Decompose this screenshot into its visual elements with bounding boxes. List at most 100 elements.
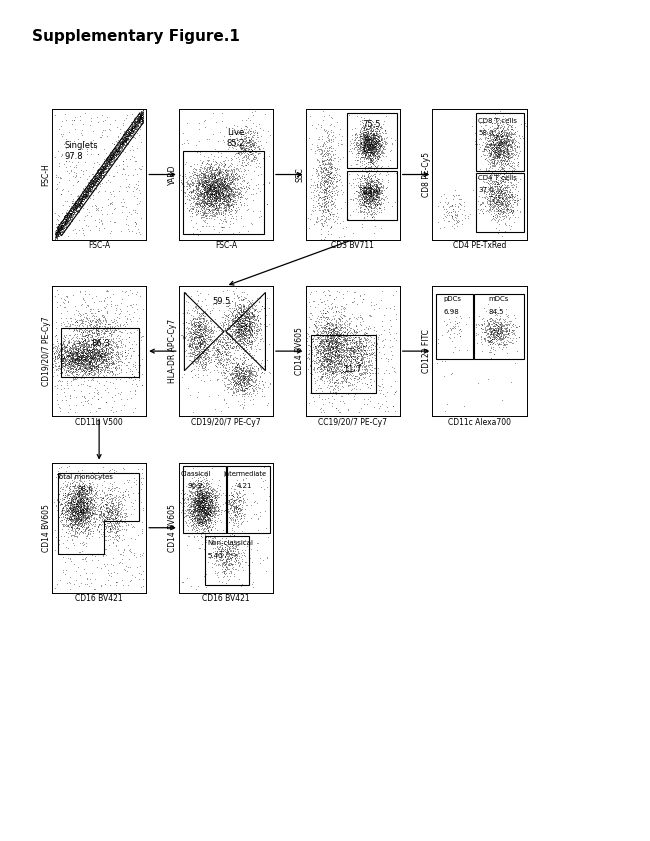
- Point: [360, 129, 370, 142]
- Point: [74, 508, 85, 521]
- Point: [92, 353, 102, 367]
- Point: [200, 182, 210, 195]
- Point: [82, 309, 92, 322]
- Point: [226, 552, 236, 565]
- Point: [101, 345, 111, 358]
- Point: [480, 118, 491, 131]
- Point: [83, 188, 93, 201]
- Point: [114, 145, 125, 159]
- Point: [200, 500, 211, 513]
- Point: [56, 342, 66, 356]
- Point: [368, 127, 378, 140]
- Point: [66, 341, 76, 355]
- Point: [373, 130, 384, 144]
- Point: [493, 326, 503, 340]
- Point: [324, 336, 334, 350]
- Point: [64, 503, 75, 516]
- Point: [231, 188, 242, 201]
- Point: [77, 192, 88, 205]
- Point: [57, 221, 67, 235]
- Point: [494, 135, 504, 149]
- Point: [207, 166, 218, 179]
- Point: [84, 503, 95, 516]
- Point: [365, 124, 376, 138]
- Point: [213, 180, 224, 193]
- Point: [340, 315, 350, 328]
- Point: [370, 148, 380, 161]
- Point: [223, 190, 233, 204]
- Point: [234, 317, 244, 331]
- Point: [68, 201, 78, 214]
- Point: [250, 135, 260, 149]
- Point: [201, 488, 211, 501]
- Point: [208, 500, 218, 514]
- Point: [108, 558, 118, 572]
- Point: [228, 318, 239, 331]
- Point: [364, 199, 374, 213]
- Point: [444, 205, 454, 219]
- Point: [211, 209, 221, 223]
- Point: [216, 172, 227, 185]
- Point: [325, 366, 335, 379]
- Point: [185, 502, 195, 516]
- Point: [348, 346, 358, 360]
- Point: [226, 153, 236, 167]
- Point: [493, 147, 503, 161]
- Point: [103, 342, 114, 356]
- Point: [110, 201, 120, 214]
- Point: [499, 119, 510, 132]
- Point: [201, 503, 211, 516]
- Point: [61, 503, 72, 516]
- Point: [239, 316, 249, 330]
- Point: [484, 128, 495, 141]
- Point: [346, 341, 357, 355]
- Point: [208, 182, 218, 196]
- Point: [199, 174, 209, 188]
- Point: [71, 203, 81, 216]
- Point: [501, 201, 512, 214]
- Point: [70, 478, 80, 491]
- Point: [360, 144, 370, 157]
- Point: [188, 333, 199, 346]
- Point: [358, 129, 368, 142]
- Point: [75, 189, 85, 203]
- Point: [483, 327, 493, 341]
- Point: [60, 352, 70, 366]
- Point: [219, 175, 229, 188]
- Point: [188, 331, 199, 344]
- Point: [106, 346, 116, 359]
- Point: [387, 399, 398, 413]
- Point: [210, 402, 220, 415]
- Point: [65, 352, 75, 365]
- Point: [84, 485, 94, 499]
- Point: [193, 500, 203, 513]
- Point: [196, 500, 207, 513]
- Point: [70, 356, 81, 369]
- Point: [112, 329, 122, 342]
- Point: [80, 501, 90, 515]
- Point: [245, 329, 255, 342]
- Point: [228, 514, 239, 527]
- Point: [204, 512, 214, 526]
- Point: [211, 188, 221, 202]
- Point: [99, 161, 110, 175]
- Point: [487, 141, 497, 155]
- Point: [352, 341, 363, 355]
- Point: [229, 315, 239, 329]
- Point: [247, 331, 257, 344]
- Point: [246, 316, 257, 330]
- Point: [203, 497, 214, 510]
- Point: [68, 502, 78, 516]
- Point: [94, 333, 105, 346]
- Point: [237, 159, 247, 172]
- Point: [91, 405, 101, 418]
- Point: [361, 124, 372, 137]
- Point: [307, 344, 318, 357]
- Point: [490, 207, 501, 220]
- Point: [188, 200, 199, 214]
- Point: [495, 127, 505, 140]
- Point: [190, 505, 200, 519]
- Point: [358, 193, 368, 207]
- Point: [338, 332, 348, 346]
- Point: [118, 161, 128, 175]
